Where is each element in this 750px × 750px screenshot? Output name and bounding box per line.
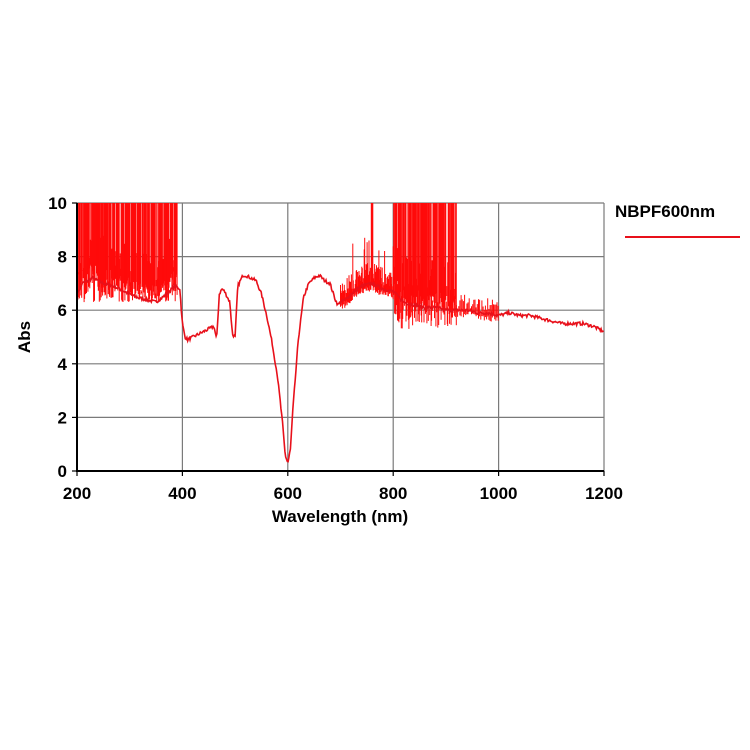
x-tick-label: 1000	[480, 484, 518, 503]
x-tick-label: 200	[63, 484, 91, 503]
noise-spikes	[76, 203, 499, 329]
x-tick-label: 1200	[585, 484, 623, 503]
y-tick-label: 2	[58, 408, 67, 427]
y-tick-label: 10	[48, 194, 67, 213]
y-tick-label: 8	[58, 248, 67, 267]
x-axis-title: Wavelength (nm)	[272, 507, 408, 526]
y-axis-title: Abs	[15, 321, 34, 353]
legend-line-swatch	[625, 236, 740, 238]
x-tick-label: 600	[274, 484, 302, 503]
y-tick-label: 0	[58, 462, 67, 481]
y-tick-label: 6	[58, 301, 67, 320]
axes	[76, 203, 604, 472]
legend-label: NBPF600nm	[615, 202, 716, 221]
series-line-nbpf600nm	[76, 273, 605, 463]
x-axis-ticks: 200 400 600 800 1000 1200	[63, 471, 623, 503]
x-tick-label: 400	[168, 484, 196, 503]
x-tick-label: 800	[379, 484, 407, 503]
y-tick-label: 4	[58, 355, 68, 374]
grid-lines	[76, 202, 605, 472]
y-axis-ticks: 0 2 4 6 8 10	[48, 194, 77, 481]
